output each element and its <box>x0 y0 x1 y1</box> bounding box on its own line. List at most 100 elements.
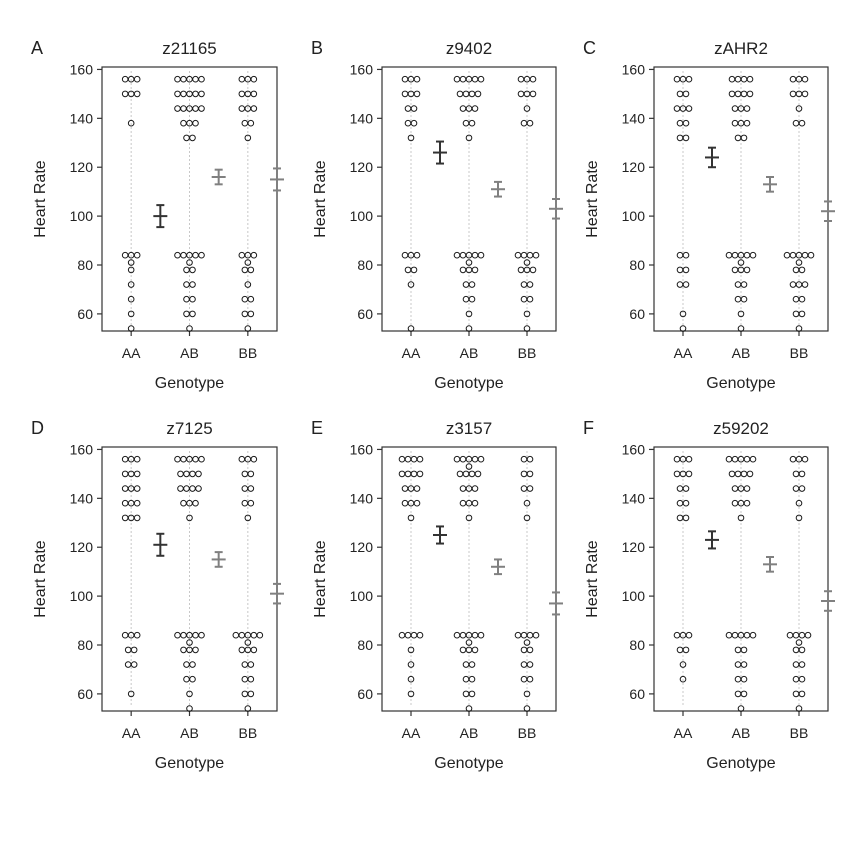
y-tick-label: 60 <box>629 306 645 322</box>
data-point <box>177 470 184 478</box>
data-point <box>749 455 757 463</box>
data-point <box>124 661 132 668</box>
data-point <box>795 705 803 712</box>
data-point <box>801 75 809 83</box>
x-axis-label: Genotype <box>706 755 775 772</box>
data-point <box>127 281 135 288</box>
data-point <box>523 690 531 698</box>
data-point <box>734 281 742 288</box>
data-point <box>679 310 687 318</box>
data-point <box>786 631 794 639</box>
data-point <box>792 675 800 683</box>
y-tick-label: 80 <box>629 257 645 273</box>
data-point <box>740 470 748 478</box>
x-tick-label: AA <box>122 725 141 741</box>
data-point <box>189 485 196 492</box>
data-point <box>247 690 255 698</box>
data-point <box>183 134 190 142</box>
data-point <box>526 251 534 259</box>
data-point <box>737 325 745 332</box>
data-point <box>795 639 803 646</box>
data-point <box>133 75 141 83</box>
data-point <box>456 90 464 98</box>
y-tick-label: 160 <box>70 61 94 77</box>
data-point <box>180 119 187 127</box>
y-tick-label: 120 <box>70 159 94 175</box>
data-point <box>238 646 246 654</box>
data-point <box>133 631 141 639</box>
data-point <box>749 631 757 639</box>
data-point <box>459 105 467 112</box>
data-point <box>192 75 199 83</box>
data-point <box>186 690 193 698</box>
data-point <box>459 485 467 492</box>
data-point <box>676 646 684 654</box>
data-point <box>520 485 528 492</box>
data-point <box>731 499 739 507</box>
data-point <box>520 251 528 259</box>
data-point <box>241 485 249 492</box>
y-tick-label: 120 <box>350 159 374 175</box>
y-tick-label: 80 <box>77 257 93 273</box>
data-point <box>192 90 199 98</box>
data-point <box>192 251 199 259</box>
data-point <box>250 631 258 639</box>
data-point <box>247 266 255 274</box>
data-point <box>180 631 187 639</box>
data-point <box>743 485 751 492</box>
data-point <box>471 631 479 639</box>
data-point <box>743 251 751 259</box>
data-point <box>740 75 748 83</box>
data-point <box>523 325 531 332</box>
y-tick-label: 100 <box>350 588 374 604</box>
data-point <box>407 661 415 668</box>
data-point <box>676 281 684 288</box>
data-point <box>189 295 196 303</box>
data-point <box>183 266 190 274</box>
y-axis-label: Heart Rate <box>312 540 329 617</box>
data-point <box>180 646 187 654</box>
data-point <box>250 646 258 654</box>
y-tick-label: 80 <box>629 637 645 653</box>
data-point <box>192 119 199 127</box>
y-tick-label: 160 <box>350 61 374 77</box>
data-point <box>517 90 525 98</box>
x-tick-label: AA <box>122 345 141 361</box>
data-point <box>798 266 806 274</box>
data-point <box>404 119 412 127</box>
data-point <box>468 90 476 98</box>
data-point <box>725 251 733 259</box>
data-point <box>798 485 806 492</box>
data-point <box>462 90 470 98</box>
data-point <box>789 281 797 288</box>
panel-title: zAHR2 <box>714 39 768 58</box>
data-point <box>731 119 739 127</box>
data-point <box>198 455 205 463</box>
data-point <box>462 675 470 683</box>
data-point <box>180 75 187 83</box>
data-point <box>795 499 803 507</box>
data-point <box>798 690 806 698</box>
data-point <box>244 281 252 288</box>
data-point <box>798 675 806 683</box>
data-point <box>121 485 129 492</box>
y-tick-label: 140 <box>622 490 646 506</box>
data-point <box>183 470 190 478</box>
x-tick-label: BB <box>790 345 809 361</box>
y-tick-label: 160 <box>622 441 646 457</box>
data-point <box>526 295 534 303</box>
data-point <box>801 90 809 98</box>
data-point <box>682 266 690 274</box>
data-point <box>526 119 534 127</box>
data-point <box>247 470 255 478</box>
data-point <box>121 251 129 259</box>
data-point <box>676 485 684 492</box>
data-point <box>529 90 537 98</box>
data-point <box>462 690 470 698</box>
data-point <box>477 75 485 83</box>
data-point <box>189 675 196 683</box>
data-point <box>198 631 205 639</box>
y-tick-label: 100 <box>622 208 646 224</box>
data-point <box>465 325 473 332</box>
